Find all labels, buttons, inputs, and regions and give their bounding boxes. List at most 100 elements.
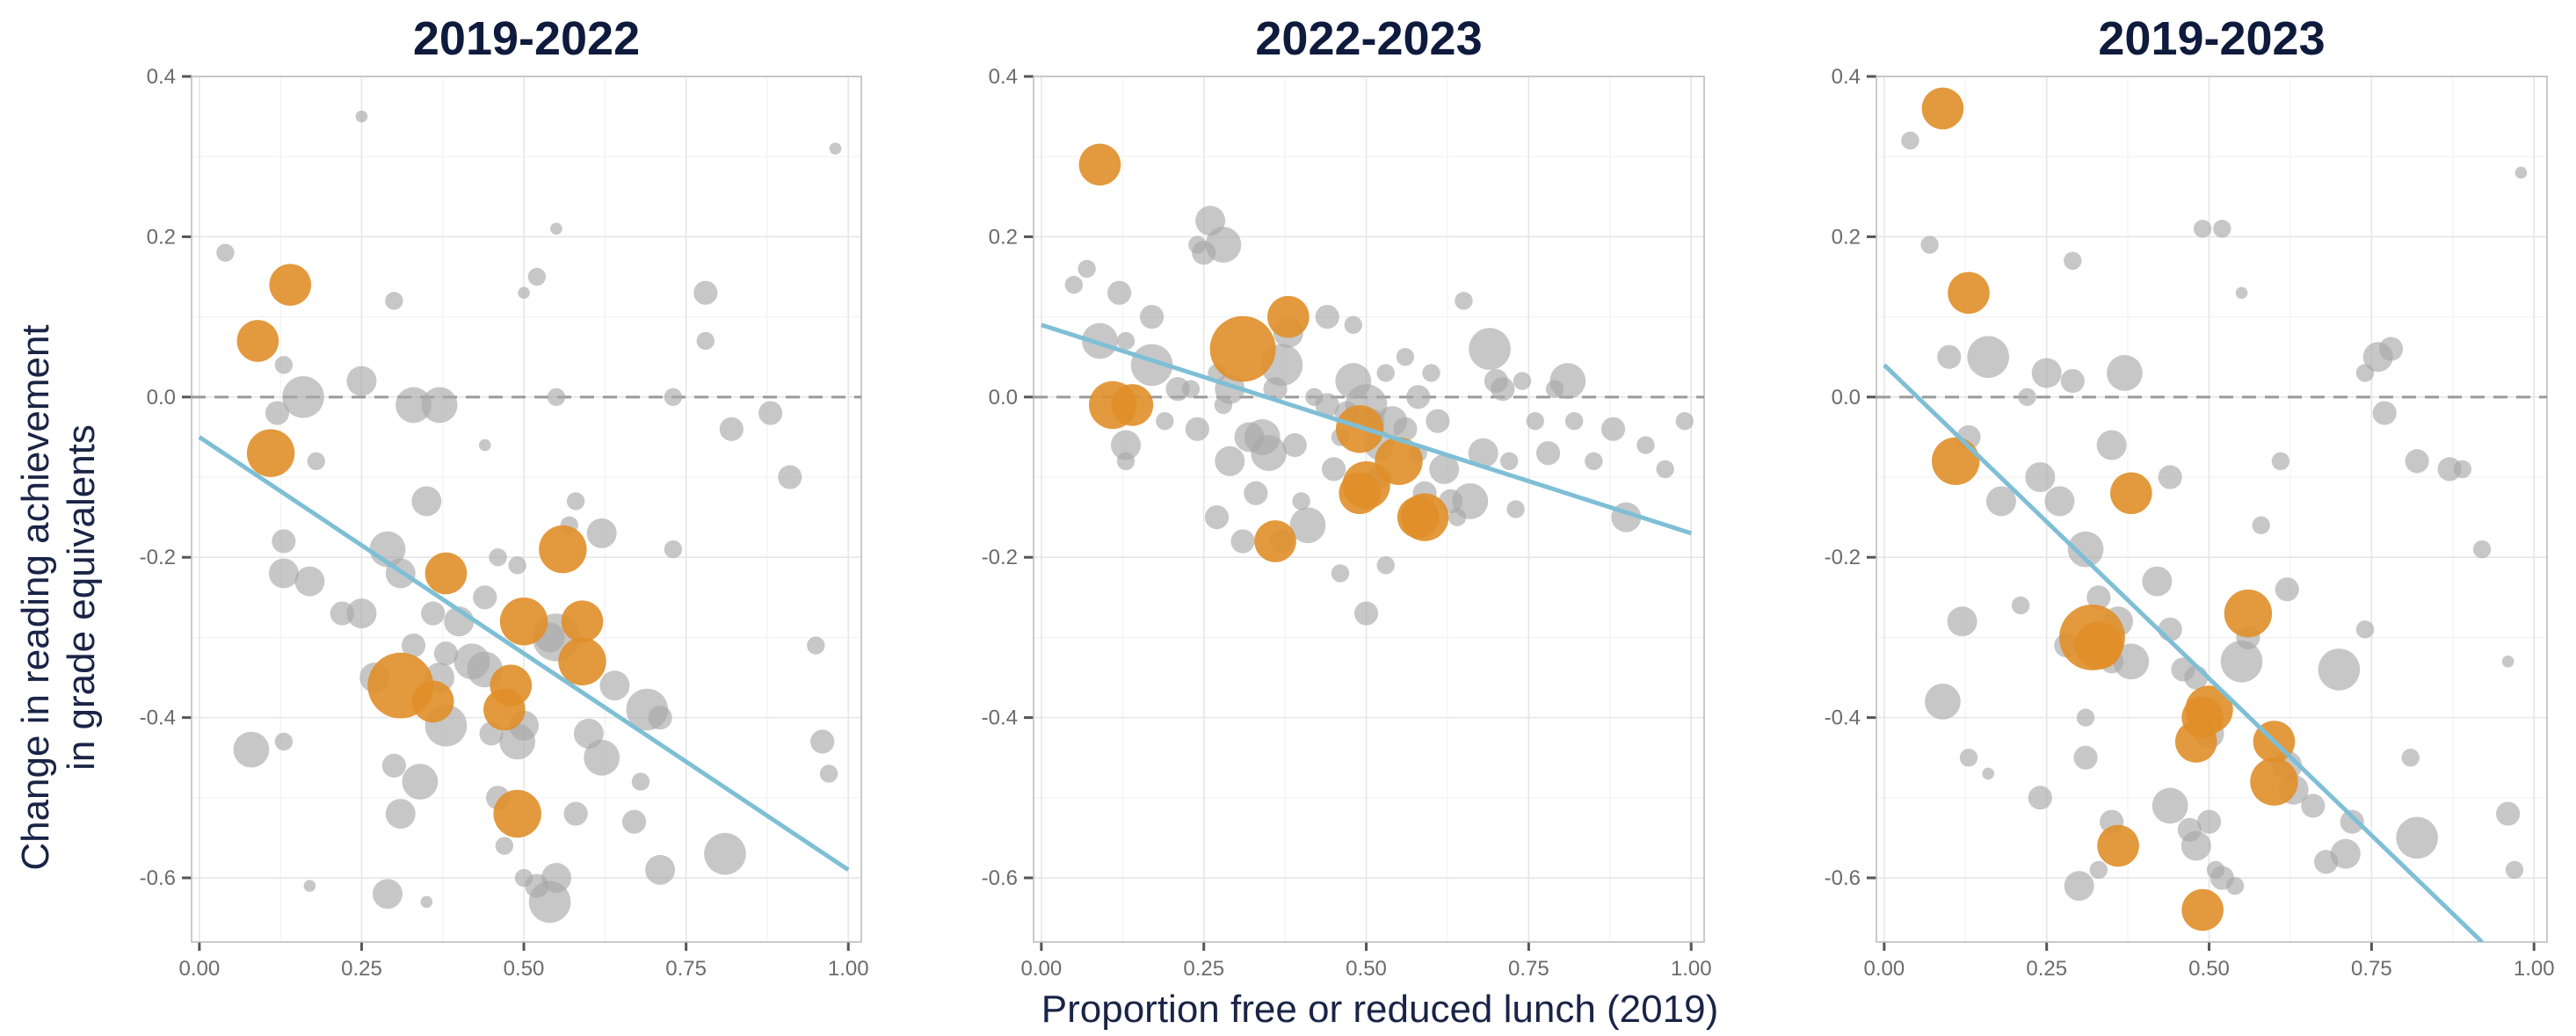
gray-point [1230, 529, 1255, 554]
gray-point [420, 895, 433, 909]
highlight-point [1375, 437, 1423, 485]
gray-point [1376, 364, 1395, 382]
gray-point [385, 799, 416, 830]
gray-point [2184, 665, 2209, 690]
gray-point [2067, 531, 2104, 568]
x-tick-label: 0.00 [179, 957, 221, 981]
gray-point [1185, 417, 1209, 441]
gray-point [719, 417, 744, 441]
gray-point [2396, 816, 2438, 859]
highlight-point [2074, 621, 2123, 670]
gray-point [2158, 617, 2182, 641]
gray-point [2181, 830, 2211, 861]
gray-point [527, 267, 547, 286]
gray-point [1422, 364, 1440, 382]
highlight-point [561, 600, 604, 642]
gray-point [1064, 275, 1084, 294]
gray-point [1452, 482, 1489, 519]
gray-point [1110, 430, 1141, 460]
gray-point [433, 641, 459, 666]
gray-point [2401, 749, 2420, 767]
gray-point [1205, 227, 1242, 263]
gray-point [1215, 446, 1245, 476]
gray-point [518, 286, 530, 300]
gray-point [550, 222, 562, 235]
gray-point [294, 566, 325, 597]
gray-point [2225, 876, 2245, 895]
gray-point [664, 388, 683, 407]
gray-point [1636, 436, 1655, 454]
gray-point [1107, 280, 1132, 305]
gray-point [1315, 393, 1339, 417]
y-axis-title-line1: Change in reading achievement [14, 324, 57, 870]
gray-point [1535, 441, 1561, 466]
gray-point [648, 706, 672, 730]
gray-point [2472, 540, 2492, 559]
y-tick-label: 0.0 [989, 386, 1018, 409]
highlight-point [2097, 824, 2139, 867]
gray-point [1251, 435, 1288, 472]
gray-point [1344, 315, 1362, 334]
gray-point [2064, 871, 2094, 902]
gray-point [1393, 417, 1418, 441]
highlight-point [2181, 888, 2224, 931]
y-tick-label: -0.2 [140, 546, 176, 569]
gray-point [2107, 355, 2143, 391]
y-tick-label: 0.4 [989, 65, 1018, 89]
gray-point [272, 529, 296, 554]
gray-point [758, 401, 783, 425]
panel-2019-2022: 0.00 0.25 0.50 0.75 1.00 0.4 0.2 0.0 -0.2 -0.4 -0.… [140, 12, 869, 981]
highlight-point [2224, 589, 2273, 638]
gray-point [2044, 486, 2075, 517]
x-tick-label: 0.00 [1021, 957, 1063, 981]
panel-title: 2019-2022 [413, 12, 640, 65]
y-tick-label: -0.6 [1825, 866, 1861, 890]
gray-point [1967, 336, 2009, 379]
gray-point [2496, 801, 2521, 826]
gray-point [1513, 372, 1532, 390]
gray-point [508, 556, 526, 575]
y-tick-label: -0.4 [140, 706, 176, 730]
gray-point [2028, 786, 2052, 810]
gray-point [1491, 377, 1515, 402]
gray-point [1165, 377, 1190, 402]
gray-point [1282, 432, 1307, 458]
y-axis-title-line2: in grade equivalents [60, 424, 103, 771]
gray-point [2318, 648, 2361, 691]
gray-point [810, 729, 835, 754]
gray-point [346, 598, 377, 629]
gray-point [411, 486, 442, 517]
y-tick-label: 0.0 [1832, 386, 1861, 409]
x-tick-label: 0.50 [504, 957, 545, 981]
x-tick-label: 1.00 [828, 957, 869, 981]
y-tick-label: -0.2 [1825, 546, 1861, 569]
gray-point [478, 438, 491, 452]
x-tick-label: 0.50 [1346, 957, 1387, 981]
gray-point [2453, 460, 2472, 479]
gray-point [2031, 358, 2062, 388]
gray-point [704, 832, 746, 875]
highlight-point [558, 637, 606, 685]
gray-point [1321, 457, 1346, 482]
plot-frame [191, 76, 862, 943]
x-tick-label: 0.75 [665, 957, 707, 981]
gray-point [829, 142, 842, 155]
gray-point [402, 764, 439, 800]
gray-point [2355, 620, 2375, 639]
gray-point [2018, 388, 2036, 407]
gray-point [2235, 286, 2248, 300]
gray-point [586, 518, 617, 548]
y-tick-label: -0.2 [982, 546, 1018, 569]
gray-point [303, 880, 316, 892]
highlight-point [1267, 295, 1310, 338]
gray-point [1675, 411, 1694, 431]
highlight-point [2174, 721, 2217, 763]
gray-point [693, 280, 718, 305]
gray-point [547, 388, 566, 407]
y-tick-label: -0.4 [982, 706, 1018, 730]
x-tick-label: 0.25 [2026, 957, 2067, 981]
y-tick-label: 0.0 [147, 386, 176, 409]
gray-point [664, 540, 683, 559]
gray-point [1396, 348, 1415, 366]
gray-point [563, 801, 588, 826]
